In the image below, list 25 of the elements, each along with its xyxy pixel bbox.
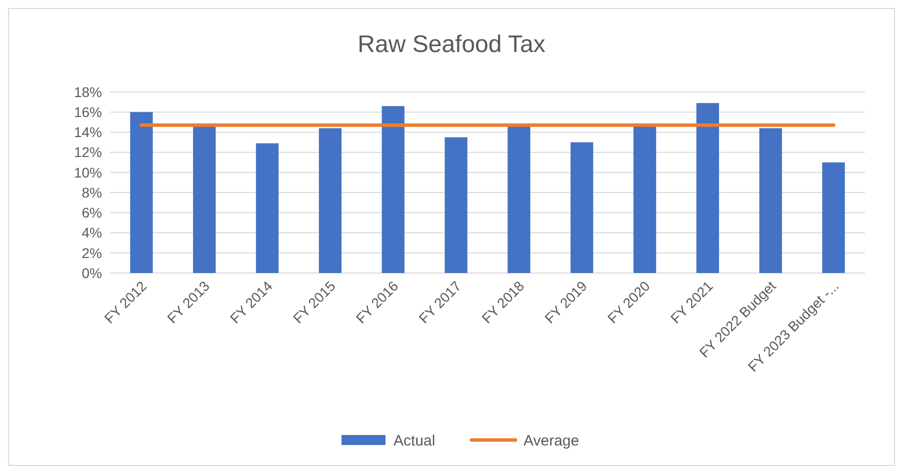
bar: [822, 162, 845, 273]
y-tick-label: 0%: [82, 264, 102, 281]
bar: [759, 128, 782, 273]
y-tick-label: 18%: [74, 84, 102, 100]
y-tick-label: 8%: [82, 184, 102, 200]
legend-label: Average: [524, 432, 580, 450]
y-tick-label: 10%: [74, 164, 102, 180]
bar: [696, 103, 720, 273]
bar: [444, 137, 468, 273]
bar: [508, 126, 530, 273]
y-tick-label: 16%: [74, 104, 102, 120]
y-tick-label: 6%: [82, 204, 102, 221]
bar: [633, 126, 656, 273]
y-tick-label: 12%: [74, 144, 102, 160]
bar: [256, 143, 279, 273]
bar: [382, 106, 404, 273]
bar: [193, 126, 216, 273]
bar: [570, 142, 594, 273]
chart-title: Raw Seafood Tax: [358, 31, 546, 58]
bar: [130, 112, 153, 273]
y-tick-label: 4%: [82, 224, 102, 241]
y-tick-label: 14%: [74, 124, 102, 140]
y-tick-label: 2%: [82, 244, 102, 261]
legend-label: Actual: [394, 432, 436, 450]
bar: [318, 128, 342, 273]
